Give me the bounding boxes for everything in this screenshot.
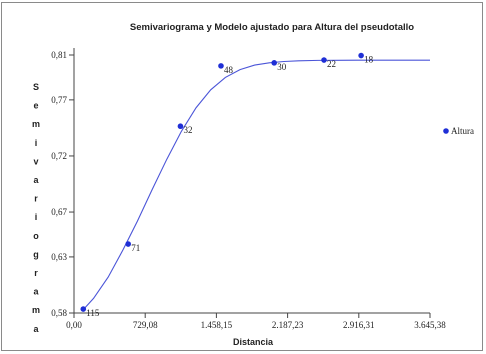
y-tick-label: 0,81 <box>51 50 67 60</box>
x-tick-label: 0,00 <box>66 320 82 330</box>
data-point-label: 22 <box>327 59 336 69</box>
y-tick-label: 0,63 <box>51 252 67 262</box>
x-ticks: 0,00 729,08 1.458,15 2.187,23 2.916,31 3.645,… <box>66 313 446 330</box>
x-tick-label: 2.187,23 <box>272 320 304 330</box>
model-curve <box>82 59 430 311</box>
legend-marker <box>443 128 449 134</box>
chart-title: Semivariograma y Modelo ajustado para Al… <box>130 22 414 33</box>
data-point <box>218 63 224 69</box>
data-point <box>80 306 87 312</box>
data-point <box>358 52 364 59</box>
x-tick-label: 729,08 <box>133 320 158 330</box>
data-point-label: 30 <box>277 62 287 72</box>
data-point-label: 48 <box>224 65 234 75</box>
y-tick-label: 0,77 <box>51 95 67 105</box>
x-axis-label: Distancia <box>233 337 274 347</box>
data-points: 115 71 32 48 30 22 18 <box>80 52 374 318</box>
y-tick-label: 0,72 <box>51 151 67 161</box>
data-point <box>321 57 327 63</box>
data-point <box>125 241 132 247</box>
x-tick-label: 2.916,31 <box>343 320 375 330</box>
y-tick-label: 0,67 <box>51 207 67 217</box>
x-tick-label: 3.645,38 <box>414 320 446 330</box>
data-point-label: 115 <box>86 308 100 318</box>
data-point <box>177 123 184 130</box>
legend-label: Altura <box>451 126 474 136</box>
y-ticks: 0,58 0,63 0,67 0,72 0,77 0,81 <box>51 50 74 318</box>
data-point-label: 32 <box>183 125 192 135</box>
legend: Altura <box>443 126 474 136</box>
data-point-label: 71 <box>131 243 140 253</box>
data-point-label: 18 <box>364 55 374 65</box>
data-point <box>271 60 277 66</box>
x-tick-label: 1.458,15 <box>201 320 233 330</box>
y-tick-label: 0,58 <box>51 308 67 318</box>
